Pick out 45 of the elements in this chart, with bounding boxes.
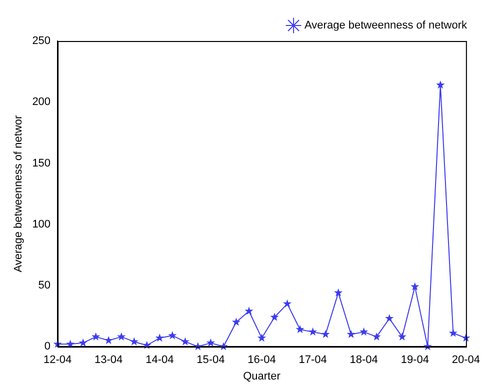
point [155,334,164,342]
y-tick-label: 50 [38,280,51,292]
x-axis-title: Quarter [243,370,281,382]
point [180,337,190,346]
y-tick-label: 250 [32,35,51,48]
x-tick-label: 13-04 [94,354,123,366]
y-axis-title: Average betweenness of networ [12,114,25,272]
x-tick-label: 15-04 [196,354,225,366]
x-tick-label: 14-04 [146,354,174,366]
point [66,340,75,348]
point [117,332,126,340]
point [130,337,138,346]
point [270,312,279,321]
point [206,338,215,347]
x-tick-label: 18-04 [350,354,378,366]
point [321,330,330,338]
point [232,318,240,326]
point [398,332,406,340]
y-tick-label: 150 [32,157,51,170]
point [385,314,394,322]
point [308,327,318,336]
x-tick-label: 19-04 [400,354,429,366]
point [78,338,88,347]
x-tick-label: 16-04 [248,354,276,366]
y-tick-label: 200 [32,96,51,108]
point [448,328,458,337]
y-tick-label: 0 [44,340,51,353]
point [410,282,420,290]
point [282,299,292,308]
y-tick-label: 100 [32,218,51,230]
point [334,288,343,296]
point [346,330,356,338]
point [104,336,113,344]
point [436,80,445,89]
point [257,334,266,342]
x-tick-label: 12-04 [43,354,72,366]
legend-label: Average betweenness of network [304,20,468,32]
point [168,331,177,340]
point [244,306,254,315]
point [372,332,381,340]
point [92,332,100,340]
point [296,324,304,334]
x-tick-label: 20-04 [452,354,480,366]
point [360,327,368,336]
x-tick-label: 17-04 [298,354,327,366]
